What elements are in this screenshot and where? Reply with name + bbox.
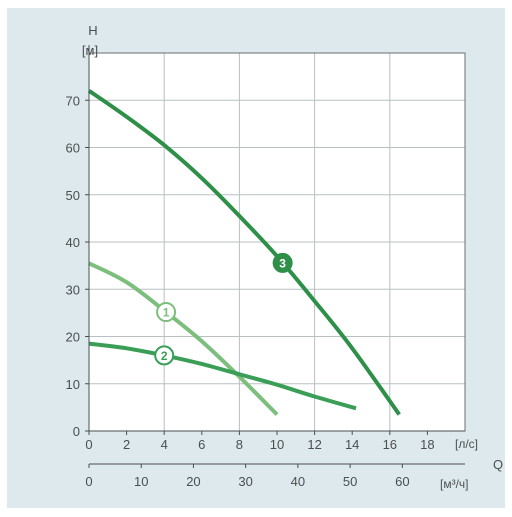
y-tick-label: 70	[66, 93, 80, 108]
curve-1	[88, 261, 279, 416]
curve-3	[87, 89, 401, 416]
curve-badges: 1 2 3	[154, 252, 293, 366]
x-primary-tick-label: 12	[307, 437, 321, 452]
x-secondary-tick-label: 30	[238, 474, 252, 489]
x-primary-tick-label: 14	[345, 437, 359, 452]
y-tick-label: 0	[73, 424, 80, 439]
y-tick-label: 10	[66, 377, 80, 392]
x-primary-tick-label: 16	[383, 437, 397, 452]
x-axis-primary-unit: [л/с]	[455, 437, 478, 451]
badge-circle-1	[156, 302, 177, 323]
badge-label-1: 1	[163, 306, 170, 320]
y-tick-label: 60	[66, 141, 80, 156]
curves	[87, 89, 401, 416]
x-secondary-tick-label: 40	[291, 474, 305, 489]
badge-circle-3	[272, 252, 293, 273]
x-secondary-tick-label: 60	[395, 474, 409, 489]
x-primary-tick-label: 10	[270, 437, 284, 452]
badge-label-2: 2	[161, 349, 168, 363]
curve-2	[88, 341, 357, 411]
x-primary-tick-label: 4	[161, 437, 168, 452]
y-tick-label: 50	[66, 188, 80, 203]
badge-circle-2	[154, 345, 175, 366]
x-primary-tick-label: 2	[123, 437, 130, 452]
x-secondary-tick-label: 50	[343, 474, 357, 489]
x-axis-secondary-unit: [м³/ч]	[440, 477, 469, 491]
x-secondary-tick-label: 0	[85, 474, 92, 489]
badge-label-3: 3	[279, 256, 286, 270]
y-tick-label: 20	[66, 330, 80, 345]
x-secondary-tick-label: 10	[134, 474, 148, 489]
x-secondary-tick-label: 20	[186, 474, 200, 489]
y-axis-name: H	[88, 23, 97, 38]
y-tick-label: 40	[66, 235, 80, 250]
grid	[88, 52, 466, 432]
y-tick-label: 30	[66, 282, 80, 297]
y-axis-unit: [м]	[82, 43, 98, 58]
x-primary-tick-label: 8	[236, 437, 243, 452]
x-axis-name: Q	[493, 457, 503, 472]
x-primary-tick-label: 0	[85, 437, 92, 452]
x-primary-tick-label: 18	[420, 437, 434, 452]
x-primary-tick-label: 6	[198, 437, 205, 452]
